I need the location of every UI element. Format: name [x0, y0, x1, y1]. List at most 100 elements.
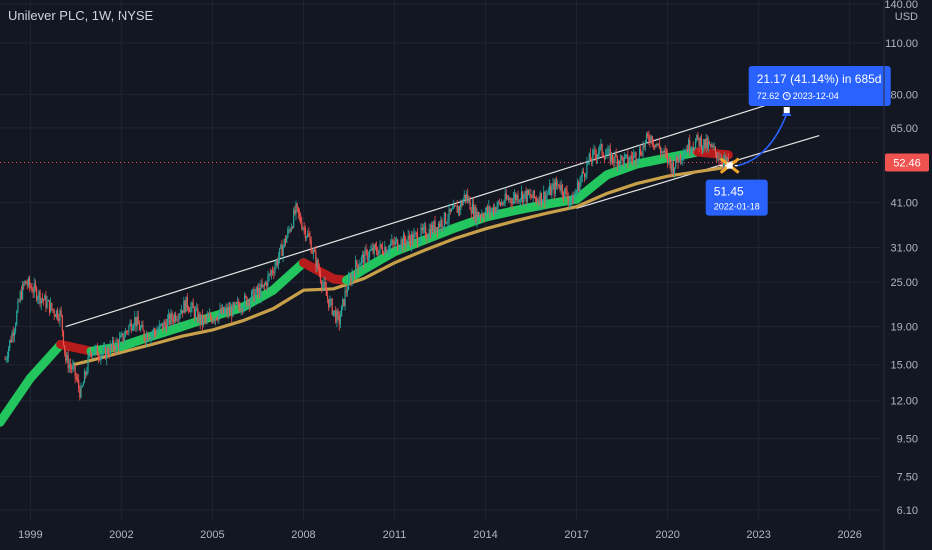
candle-body [661, 151, 663, 153]
candle-body [275, 260, 277, 267]
candle-body [83, 371, 86, 384]
candle-body [568, 201, 571, 204]
candle-body [4, 359, 6, 361]
candle-body [649, 140, 651, 142]
candle-body [636, 160, 638, 162]
candle-body [255, 287, 257, 294]
candle-body [487, 207, 489, 213]
candle-body [374, 245, 377, 247]
candle-body [290, 227, 292, 232]
candle-body [143, 330, 145, 339]
candle-body [592, 150, 594, 162]
candle-body [682, 158, 684, 160]
candle-body [45, 295, 47, 308]
target-point-handle[interactable] [783, 107, 790, 114]
candle-body [508, 198, 510, 201]
candle-body [30, 286, 32, 288]
candle-body [78, 379, 80, 388]
candle-body [683, 153, 685, 159]
candle-body [339, 316, 341, 325]
y-tick-label: 31.00 [890, 242, 918, 254]
candle-body [13, 330, 16, 337]
candle-body [717, 157, 719, 159]
candle-body [240, 309, 242, 312]
y-tick-label: 25.00 [890, 277, 918, 289]
candle-body [193, 308, 195, 318]
candle-body [663, 150, 665, 153]
candle-body [643, 145, 645, 148]
ma-fast-segment [25, 339, 66, 383]
candle-body [353, 274, 356, 277]
candle-body [372, 247, 374, 254]
candle-body [664, 150, 666, 153]
candle-body [370, 249, 372, 251]
candle-body [120, 335, 122, 338]
candle-body [481, 214, 483, 217]
channel-upper-line[interactable] [65, 87, 820, 328]
candle-body [150, 334, 152, 339]
candle-body [635, 152, 637, 162]
candle-body [525, 191, 527, 202]
candle-body [297, 207, 299, 214]
candle-body [154, 329, 156, 333]
x-tick-label: 1999 [18, 529, 42, 541]
target-callout: 21.17 (41.14%) in 685d 72.62 2023-12-04 [748, 66, 891, 107]
candle-body [564, 188, 566, 198]
candle-body [67, 355, 69, 369]
candle-body [421, 227, 423, 231]
candle-body [95, 345, 97, 348]
start-point-handle[interactable] [726, 162, 733, 169]
candle-body [523, 194, 525, 203]
candle-body [298, 213, 301, 216]
candle-body [401, 239, 403, 247]
candle-body [231, 307, 233, 317]
x-tick-label: 2002 [109, 529, 133, 541]
ma-fast-segment [420, 223, 460, 245]
candle-body [707, 142, 710, 149]
candle-body [518, 200, 520, 202]
candle-body [207, 316, 209, 317]
candle-body [552, 183, 554, 187]
candle-body [76, 378, 79, 380]
candle-body [413, 233, 415, 242]
candle-body [455, 205, 457, 207]
projection-annotation[interactable]: 51.45 2022-01-18 21.17 (41.14%) in 685d 72.… [705, 66, 891, 216]
candle-body [26, 283, 28, 286]
candle-body [598, 151, 600, 155]
candle-body [274, 266, 276, 273]
candle-body [173, 314, 176, 322]
candle-body [107, 348, 109, 355]
candle-body [460, 202, 462, 211]
candle-body [155, 332, 157, 335]
candle-body [726, 158, 728, 163]
candle-body [385, 246, 387, 253]
candle-body [387, 250, 389, 252]
candle-body [139, 327, 142, 331]
candle-body [283, 238, 285, 247]
candle-body [7, 347, 10, 358]
candle-body [411, 234, 413, 246]
candle-body [380, 244, 382, 248]
candle-body [18, 300, 20, 302]
candle-body [192, 302, 194, 309]
ma-fast-segment [572, 170, 612, 204]
candle-body [468, 198, 470, 202]
candle-body [100, 355, 102, 360]
candle-body [659, 148, 662, 153]
candle-body [532, 190, 534, 199]
candle-body [676, 155, 678, 161]
candle-body [485, 207, 488, 212]
candle-body [559, 187, 561, 191]
candle-body [128, 325, 130, 332]
candle-body [347, 277, 350, 290]
candle-body [23, 283, 25, 285]
candle-body [434, 221, 436, 232]
candle-body [629, 156, 631, 162]
candle-body [86, 371, 88, 375]
candle-body [377, 252, 379, 256]
candle-body [68, 364, 70, 369]
candle-body [390, 244, 392, 246]
candle-body [57, 310, 59, 319]
candle-body [249, 299, 252, 306]
